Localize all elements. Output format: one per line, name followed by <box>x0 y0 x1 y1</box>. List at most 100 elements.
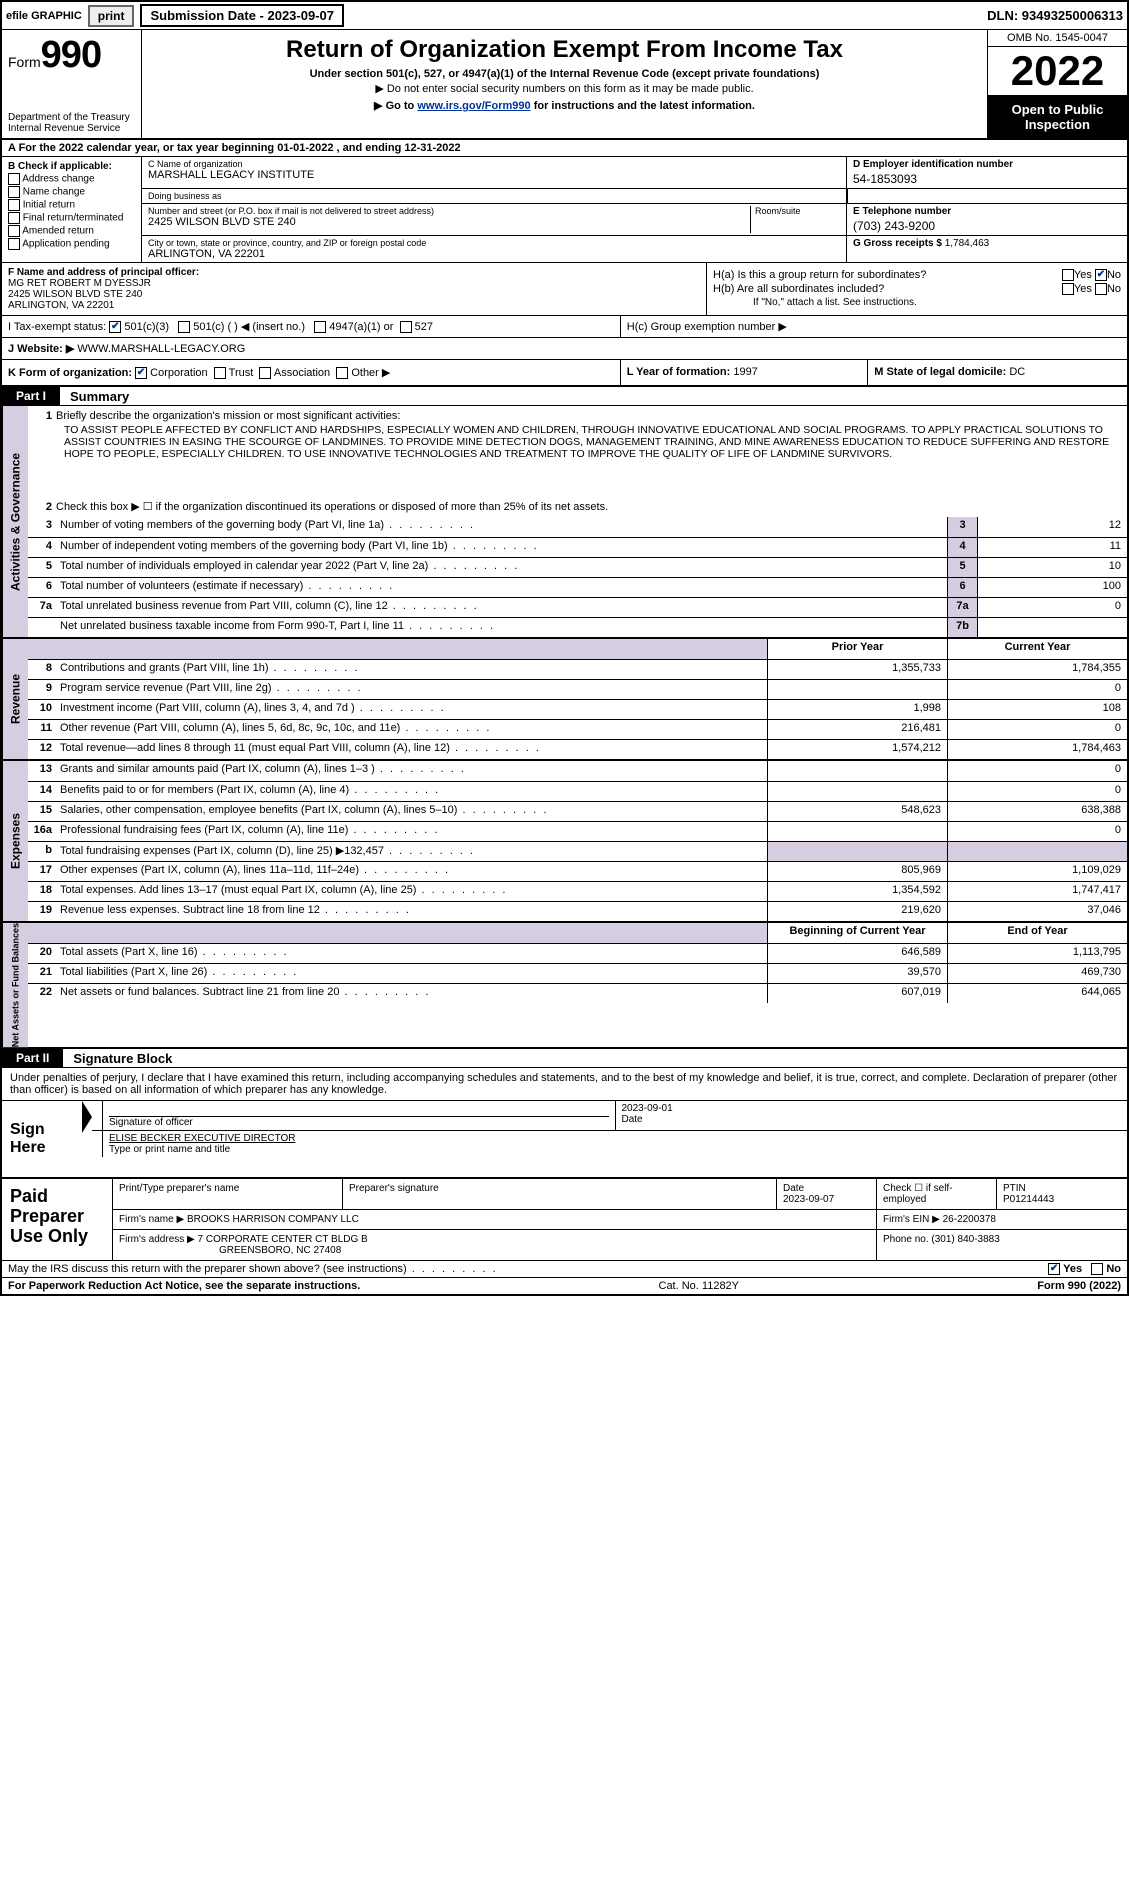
mission-lbl: Briefly describe the organization's miss… <box>56 410 400 422</box>
ptin-lbl: PTIN <box>1003 1183 1121 1194</box>
subtitle-1: Under section 501(c), 527, or 4947(a)(1)… <box>150 68 979 80</box>
preparer-date: Date 2023-09-07 <box>777 1179 877 1209</box>
hdr-prior: Prior Year <box>767 639 947 659</box>
cb-4947[interactable] <box>314 321 326 333</box>
firm-name: Firm's name ▶ BROOKS HARRISON COMPANY LL… <box>113 1210 877 1229</box>
row-desc: Benefits paid to or for members (Part IX… <box>56 782 767 801</box>
f-lbl: F Name and address of principal officer: <box>8 267 199 278</box>
hdr-end: End of Year <box>947 923 1127 943</box>
row-curr: 1,747,417 <box>947 882 1127 901</box>
firm-ph-lbl: Phone no. <box>883 1234 929 1245</box>
firm-name-lbl: Firm's name ▶ <box>119 1214 184 1225</box>
paid-row2: Firm's name ▶ BROOKS HARRISON COMPANY LL… <box>113 1210 1127 1230</box>
firm-ein-val: 26-2200378 <box>943 1214 996 1225</box>
l-val: 1997 <box>733 366 757 378</box>
row-val <box>977 618 1127 637</box>
discuss-no-cb[interactable] <box>1091 1263 1103 1275</box>
b-item-0: Address change <box>22 174 94 185</box>
net-header: Beginning of Current Year End of Year <box>28 923 1127 943</box>
hb-note: If "No," attach a list. See instructions… <box>713 297 1121 308</box>
sig-name: ELISE BECKER EXECUTIVE DIRECTOR Type or … <box>102 1131 1127 1157</box>
sig-date-lbl: Date <box>622 1114 1122 1125</box>
ha-no: No <box>1107 269 1121 281</box>
row-num: 21 <box>28 964 56 983</box>
c-room-lbl: Room/suite <box>755 206 840 216</box>
summary-row: 19Revenue less expenses. Subtract line 1… <box>28 901 1127 921</box>
dln: DLN: 93493250006313 <box>987 8 1123 23</box>
c-street-lbl: Number and street (or P.O. box if mail i… <box>148 206 750 216</box>
cb-trust[interactable] <box>214 367 226 379</box>
discuss-no: No <box>1106 1263 1121 1275</box>
d-phone-val: (703) 243-9200 <box>853 219 1121 233</box>
row-num: 10 <box>28 700 56 719</box>
firm-name-val: BROOKS HARRISON COMPANY LLC <box>187 1214 359 1225</box>
sig-officer: Signature of officer <box>102 1101 615 1130</box>
c-street-val: 2425 WILSON BLVD STE 240 <box>148 216 750 228</box>
row-desc: Total revenue—add lines 8 through 11 (mu… <box>56 740 767 759</box>
row-prior: 219,620 <box>767 902 947 921</box>
row-val: 100 <box>977 578 1127 597</box>
subtitle-3: ▶ Go to www.irs.gov/Form990 for instruct… <box>150 99 979 112</box>
cb-501c3[interactable] <box>109 321 121 333</box>
h-group: H(a) Is this a group return for subordin… <box>707 263 1127 315</box>
row-curr: 37,046 <box>947 902 1127 921</box>
summary-row: 14Benefits paid to or for members (Part … <box>28 781 1127 801</box>
preparer-name-lbl: Print/Type preparer's name <box>113 1179 343 1209</box>
summary-row: 13Grants and similar amounts paid (Part … <box>28 761 1127 781</box>
cb-address-change[interactable]: Address change <box>8 173 135 185</box>
open-to-public: Open to Public Inspection <box>988 96 1127 138</box>
row-curr: 1,784,463 <box>947 740 1127 759</box>
row-desc: Contributions and grants (Part VIII, lin… <box>56 660 767 679</box>
summary-row: 16aProfessional fundraising fees (Part I… <box>28 821 1127 841</box>
paid-row3: Firm's address ▶ 7 CORPORATE CENTER CT B… <box>113 1230 1127 1260</box>
cb-name-change[interactable]: Name change <box>8 186 135 198</box>
summary-row: 17Other expenses (Part IX, column (A), l… <box>28 861 1127 881</box>
department: Department of the Treasury Internal Reve… <box>8 112 135 134</box>
sig-name-lbl: Type or print name and title <box>109 1144 1121 1155</box>
preparer-sig-lbl: Preparer's signature <box>343 1179 777 1209</box>
d-gross-lbl: G Gross receipts $ <box>853 238 942 249</box>
row-val: 10 <box>977 558 1127 577</box>
j-lbl: J Website: ▶ <box>8 343 74 355</box>
discuss-yes-cb[interactable] <box>1048 1263 1060 1275</box>
cb-assoc[interactable] <box>259 367 271 379</box>
sig-intro: Under penalties of perjury, I declare th… <box>2 1068 1127 1101</box>
cb-527[interactable] <box>400 321 412 333</box>
cb-amended[interactable]: Amended return <box>8 225 135 237</box>
part1-tag: Part I <box>2 387 60 405</box>
cb-application-pending[interactable]: Application pending <box>8 238 135 250</box>
firm-ph-val: (301) 840-3883 <box>931 1234 999 1245</box>
b-header: B Check if applicable: <box>8 161 135 172</box>
row-desc: Investment income (Part VIII, column (A)… <box>56 700 767 719</box>
firm-ein-lbl: Firm's EIN ▶ <box>883 1214 940 1225</box>
summary-row: 20Total assets (Part X, line 16)646,5891… <box>28 943 1127 963</box>
i-opt4: 527 <box>415 321 433 333</box>
firm-phone: Phone no. (301) 840-3883 <box>877 1230 1127 1260</box>
cb-initial-return[interactable]: Initial return <box>8 199 135 211</box>
row-desc: Professional fundraising fees (Part IX, … <box>56 822 767 841</box>
hb-text: H(b) Are all subordinates included? <box>713 283 884 295</box>
f-officer: F Name and address of principal officer:… <box>2 263 707 315</box>
irs-link[interactable]: www.irs.gov/Form990 <box>417 100 530 112</box>
f-line1: MG RET ROBERT M DYESSJR <box>8 278 151 289</box>
row-curr: 0 <box>947 680 1127 699</box>
k-opt0: Corporation <box>150 367 207 379</box>
cb-final-return[interactable]: Final return/terminated <box>8 212 135 224</box>
row-prior: 216,481 <box>767 720 947 739</box>
pra-notice: For Paperwork Reduction Act Notice, see … <box>8 1280 360 1292</box>
summary-row: 15Salaries, other compensation, employee… <box>28 801 1127 821</box>
form-footer: Form 990 (2022) <box>1037 1280 1121 1292</box>
cb-other[interactable] <box>336 367 348 379</box>
print-button[interactable]: print <box>88 5 135 27</box>
paid-title: Paid Preparer Use Only <box>2 1179 112 1260</box>
row-num: 12 <box>28 740 56 759</box>
row-prior <box>767 680 947 699</box>
activities-rows: 1Briefly describe the organization's mis… <box>28 406 1127 637</box>
cb-corp[interactable] <box>135 367 147 379</box>
row-num: 13 <box>28 761 56 781</box>
cb-501c[interactable] <box>178 321 190 333</box>
header-left: Form990 Department of the Treasury Inter… <box>2 30 142 138</box>
row-klm: K Form of organization: Corporation Trus… <box>2 360 1127 387</box>
d-spacer1 <box>847 189 1127 203</box>
row-num: 16a <box>28 822 56 841</box>
